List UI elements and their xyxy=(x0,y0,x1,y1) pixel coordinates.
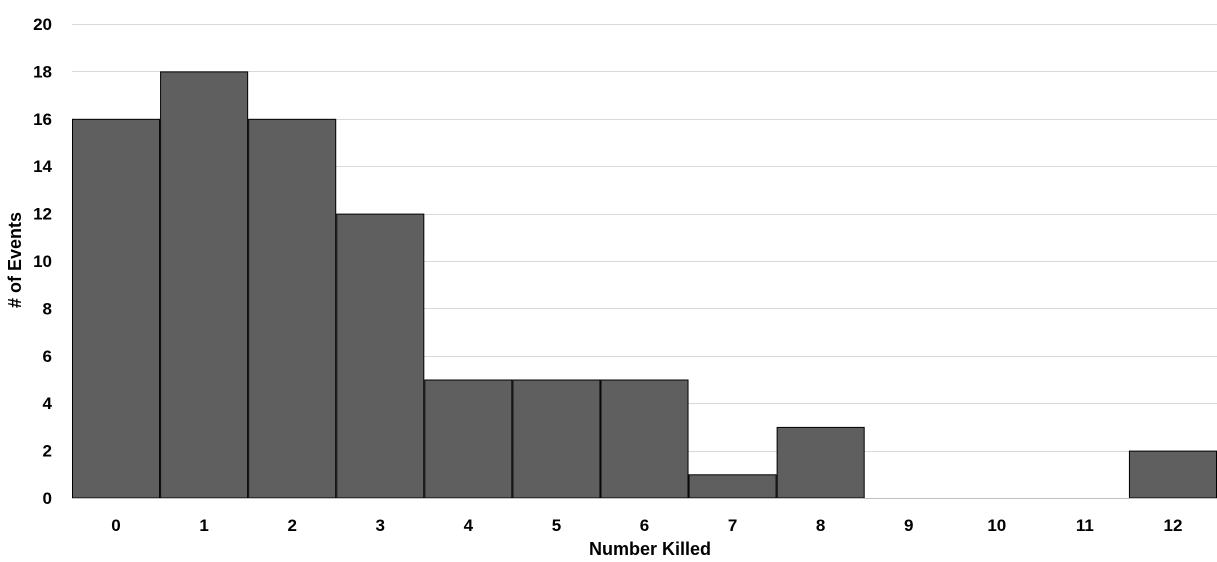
bar xyxy=(600,379,689,499)
bar xyxy=(336,213,425,499)
x-tick-label: 12 xyxy=(1164,516,1183,535)
x-tick-labels: 0 1 2 3 4 5 6 7 8 9 10 11 12 xyxy=(111,516,1182,535)
y-tick-label: 2 xyxy=(43,442,52,461)
x-tick-label: 3 xyxy=(376,516,385,535)
bars-group xyxy=(72,71,1217,499)
x-tick-label: 0 xyxy=(111,516,120,535)
x-tick-label: 11 xyxy=(1076,516,1094,535)
bar xyxy=(688,474,777,499)
y-tick-labels: 0 2 4 6 8 10 12 14 16 18 20 xyxy=(33,15,52,508)
y-tick-label: 6 xyxy=(43,347,52,366)
x-axis-title: Number Killed xyxy=(589,539,711,559)
x-tick-label: 2 xyxy=(287,516,296,535)
bar xyxy=(776,426,865,499)
bar xyxy=(160,71,249,499)
x-tick-label: 8 xyxy=(816,516,825,535)
y-tick-label: 4 xyxy=(43,394,53,413)
bar xyxy=(248,118,337,499)
bar xyxy=(1128,450,1217,499)
x-tick-label: 1 xyxy=(199,516,208,535)
y-tick-label: 18 xyxy=(33,62,52,81)
y-tick-label: 14 xyxy=(33,157,52,176)
x-tick-label: 6 xyxy=(640,516,649,535)
y-tick-label: 16 xyxy=(33,110,52,129)
x-tick-label: 4 xyxy=(464,516,474,535)
y-tick-label: 10 xyxy=(33,252,52,271)
y-tick-label: 0 xyxy=(43,489,52,508)
bar xyxy=(512,379,601,499)
x-tick-label: 7 xyxy=(728,516,737,535)
y-tick-label: 8 xyxy=(43,299,52,318)
y-tick-label: 20 xyxy=(33,15,52,34)
x-tick-label: 10 xyxy=(987,516,1006,535)
x-tick-label: 5 xyxy=(552,516,561,535)
bar xyxy=(424,379,513,499)
y-axis-title: # of Events xyxy=(5,212,25,308)
x-tick-label: 9 xyxy=(904,516,913,535)
y-tick-label: 12 xyxy=(33,205,52,224)
bar xyxy=(72,118,161,499)
